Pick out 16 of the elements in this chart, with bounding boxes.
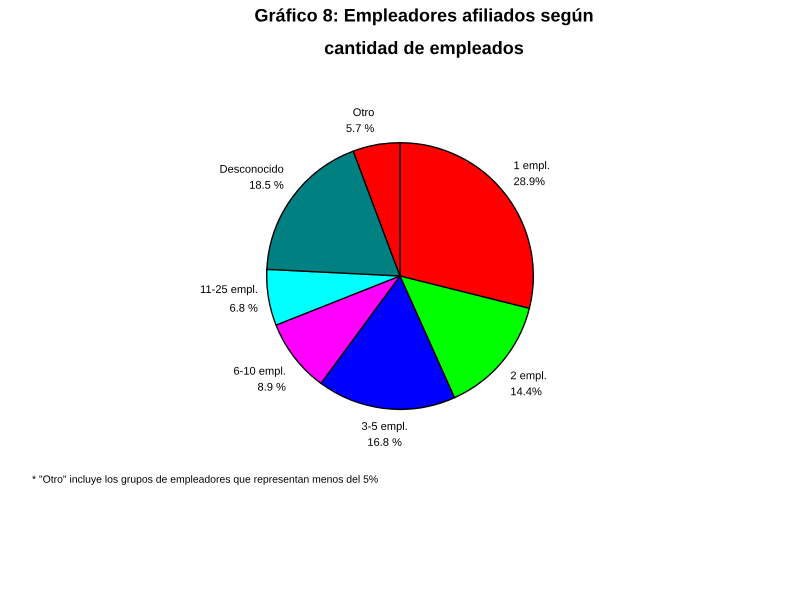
data-label: 16.8 % — [368, 438, 402, 446]
slice-label: 3-5 empl. — [362, 422, 407, 432]
data-label: 8.9 % — [258, 382, 286, 391]
text: * "Otro" incluye los grupos de empleadores que representan menos del 5% — [32, 475, 378, 485]
data-label: 14.4% — [511, 387, 542, 396]
chart-title: Gráfico 8: Empleadores afiliados según cantidad de empleados — [255, 8, 592, 58]
slice-label: 11-25 empl. — [200, 284, 257, 296]
slice-label: Desconocido — [220, 164, 284, 173]
slice-label: 1 empl. — [514, 161, 549, 172]
slice-label: 6-10 empl. — [234, 366, 285, 377]
data-label: 5.7 % — [346, 124, 374, 132]
data-label: 18.5 % — [250, 180, 284, 189]
slice-label: 2 empl. — [510, 371, 546, 382]
slice-label: Otro — [353, 108, 374, 116]
data-label: 28.9% — [514, 177, 545, 186]
data-label: 6.8 % — [230, 304, 258, 312]
